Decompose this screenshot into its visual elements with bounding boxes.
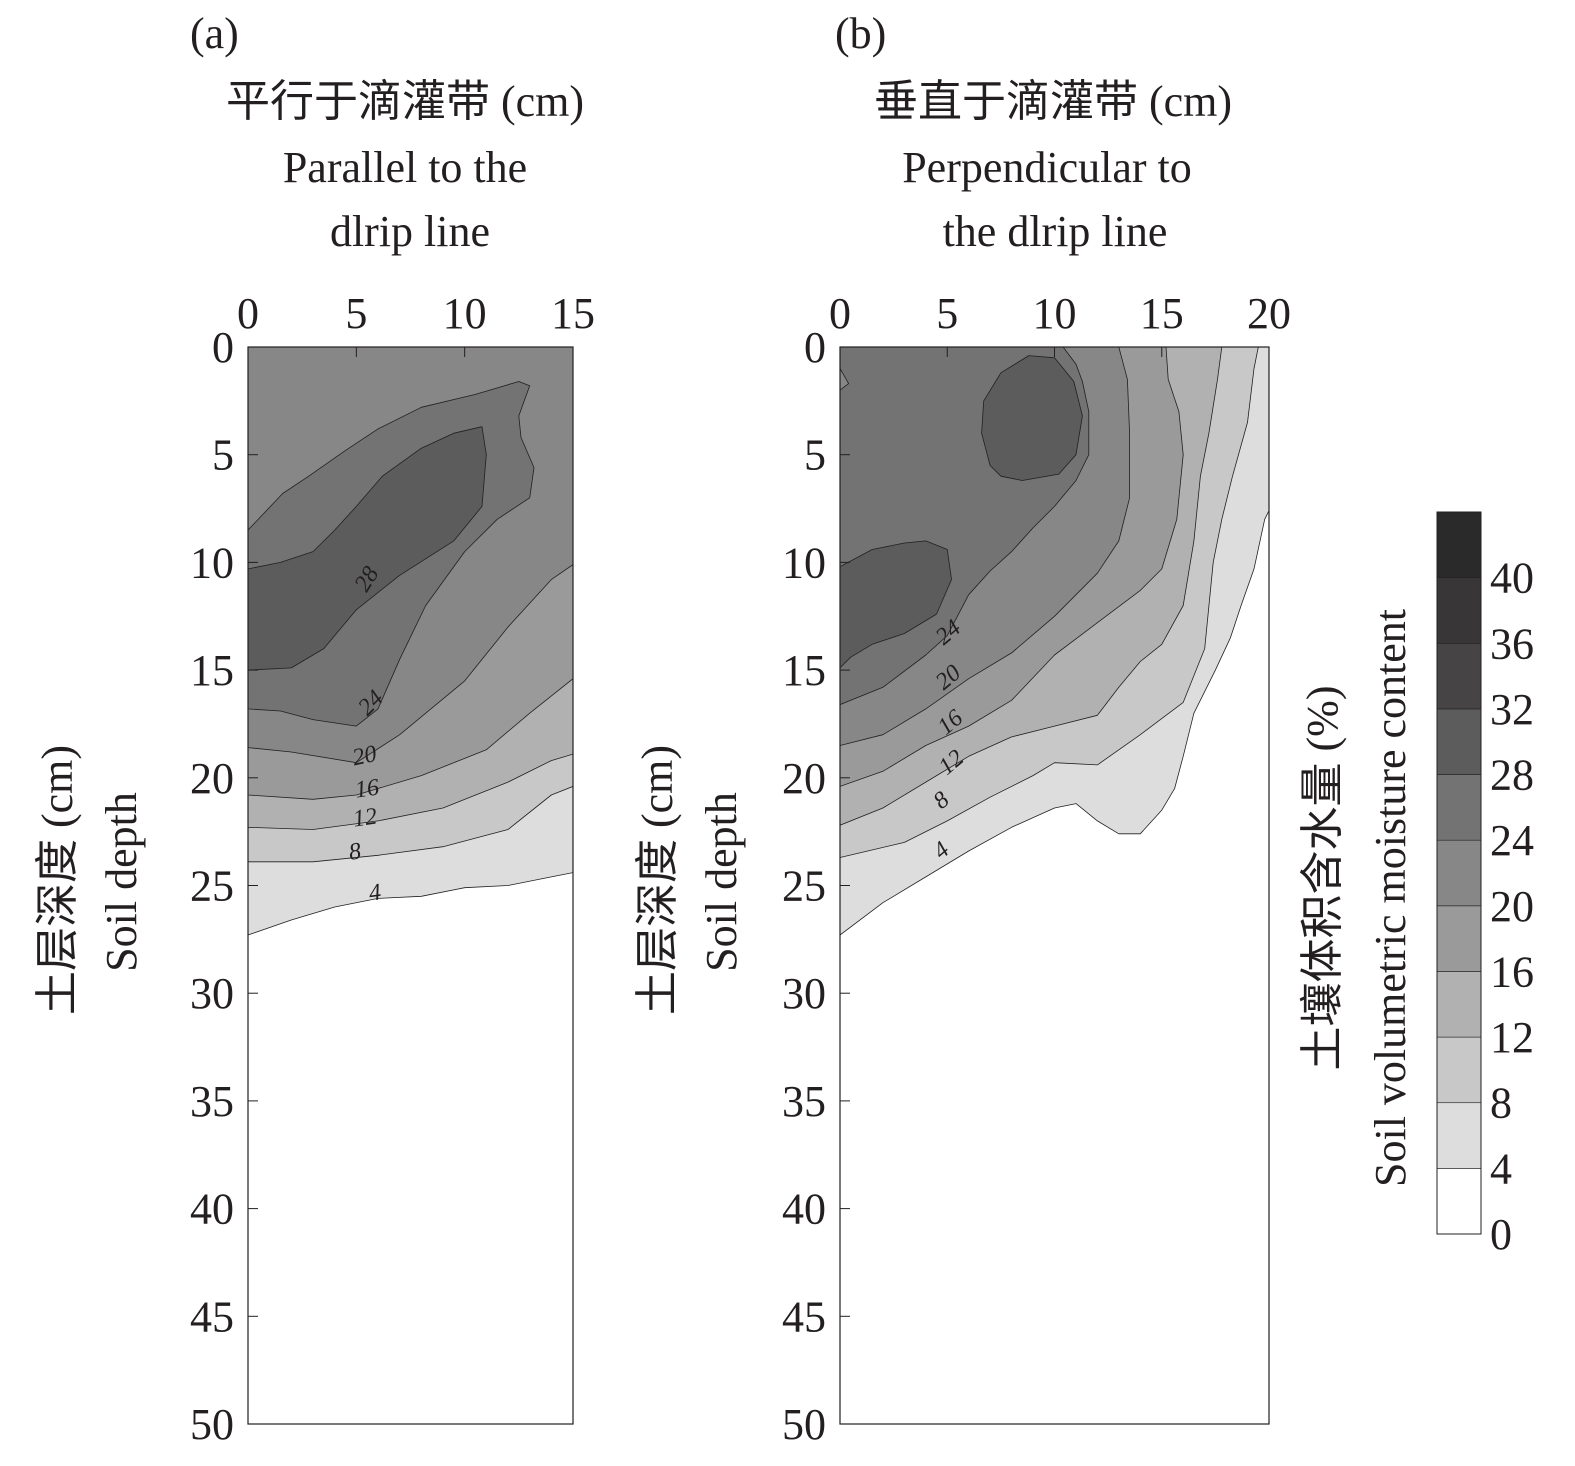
- y-tick-label-b-20: 20: [782, 754, 826, 803]
- colorbar-tick-label-24: 24: [1490, 816, 1534, 865]
- colorbar-swatches: [1436, 511, 1482, 1235]
- colorbar-label-en: Soil volumetric moisture content: [1366, 609, 1415, 1187]
- colorbar-label-cn: 土壤体积含水量 (%): [1298, 686, 1347, 1071]
- y-tick-label-b-10: 10: [782, 538, 826, 587]
- colorbar-swatch-32: [1436, 642, 1482, 710]
- y-tick-label-a-0: 0: [212, 323, 234, 372]
- colorbar-swatch-24: [1436, 774, 1482, 841]
- colorbar-ticks: 0 4 8 12 16 20 24 28 32 36 40: [1490, 554, 1534, 1259]
- colorbar-tick-label-16: 16: [1490, 947, 1534, 996]
- colorbar-swatch-12: [1436, 971, 1482, 1038]
- contour-label-a-8: 8: [347, 838, 363, 865]
- contour-region-b-28-7: [981, 355, 1083, 481]
- y-tick-label-a-25: 25: [190, 862, 234, 911]
- colorbar-tick-label-0: 0: [1490, 1210, 1512, 1259]
- contour-label-a-16: 16: [353, 775, 380, 804]
- colorbar-frame: [1436, 511, 1482, 1235]
- colorbar-tick-label-40: 40: [1490, 554, 1534, 603]
- panel-b-title-en-line2: the dlrip line: [943, 207, 1168, 256]
- panel-b-ylabel-en: Soil depth: [697, 792, 746, 972]
- contour-region-a-28-6: [248, 426, 487, 671]
- panel-a-plot-area: [248, 347, 573, 1424]
- colorbar-tick-label-20: 20: [1490, 882, 1534, 931]
- x-tick-label-a-10: 10: [443, 289, 487, 338]
- y-tick-label-a-35: 35: [190, 1077, 234, 1126]
- panel-b-title-cn: 垂直于滴灌带 (cm): [874, 77, 1232, 126]
- panel-a-label: (a): [190, 9, 239, 58]
- y-tick-label-b-40: 40: [782, 1185, 826, 1234]
- panel-b-label: (b): [835, 9, 886, 58]
- colorbar-swatch-20: [1436, 839, 1482, 907]
- x-tick-label-b-0: 0: [829, 289, 851, 338]
- colorbar-swatch-36: [1436, 577, 1482, 644]
- panel-b-ylabel-cn: 土层深度 (cm): [633, 745, 682, 1015]
- x-tick-label-b-10: 10: [1033, 289, 1077, 338]
- colorbar-swatch-8: [1436, 1036, 1482, 1104]
- y-tick-label-b-35: 35: [782, 1077, 826, 1126]
- panel-b-contour-fills: [840, 347, 1269, 1424]
- panel-a-ylabel-en: Soil depth: [97, 792, 146, 972]
- y-tick-label-b-25: 25: [782, 862, 826, 911]
- panel-a-title-en-line1: Parallel to the: [283, 143, 527, 192]
- colorbar-tick-label-28: 28: [1490, 751, 1534, 800]
- x-tick-label-b-20: 20: [1247, 289, 1291, 338]
- y-tick-label-a-40: 40: [190, 1185, 234, 1234]
- y-tick-label-b-50: 50: [782, 1400, 826, 1449]
- y-tick-label-b-5: 5: [804, 431, 826, 480]
- panel-a-title-cn: 平行于滴灌带 (cm): [226, 77, 584, 126]
- contour-region-b-28-6: [840, 540, 952, 669]
- x-tick-label-b-15: 15: [1140, 289, 1184, 338]
- panel-a-ylabel-cn: 土层深度 (cm): [33, 745, 82, 1015]
- panel-a-title-en-line2: dlrip line: [330, 207, 490, 256]
- panel-a: (a) 平行于滴灌带 (cm) Parallel to the dlrip li…: [33, 9, 595, 1449]
- y-tick-label-b-0: 0: [804, 323, 826, 372]
- y-tick-label-b-45: 45: [782, 1292, 826, 1341]
- colorbar-tick-label-12: 12: [1490, 1013, 1534, 1062]
- y-tick-label-a-30: 30: [190, 969, 234, 1018]
- panel-a-contour-fills: [248, 347, 573, 1424]
- contour-label-a-20: 20: [350, 741, 379, 771]
- panel-b-plot-area: [840, 347, 1269, 1424]
- panel-b-title-en-line1: Perpendicular to: [902, 143, 1192, 192]
- colorbar-swatch-0: [1436, 1168, 1482, 1235]
- x-tick-label-a-0: 0: [237, 289, 259, 338]
- x-tick-label-b-5: 5: [936, 289, 958, 338]
- colorbar-swatch-40: [1436, 511, 1482, 578]
- x-tick-label-a-15: 15: [551, 289, 595, 338]
- panel-a-axes: 0 5 10 15 0 5 10 15 20 25 30 35 40 45 50: [190, 289, 595, 1449]
- colorbar-tick-label-32: 32: [1490, 685, 1534, 734]
- x-tick-label-a-5: 5: [345, 289, 367, 338]
- y-tick-label-a-15: 15: [190, 646, 234, 695]
- y-tick-label-b-30: 30: [782, 969, 826, 1018]
- contour-label-a-12: 12: [351, 804, 378, 833]
- y-tick-label-b-15: 15: [782, 646, 826, 695]
- contour-label-a-4: 4: [367, 879, 383, 906]
- y-tick-label-a-10: 10: [190, 538, 234, 587]
- panel-b: (b) 垂直于滴灌带 (cm) Perpendicular to the dlr…: [633, 9, 1291, 1449]
- colorbar: 0 4 8 12 16 20 24 28 32 36 40 土壤体积含水量 (%) Soil vol…: [1298, 511, 1534, 1259]
- y-tick-label-a-20: 20: [190, 754, 234, 803]
- colorbar-tick-label-4: 4: [1490, 1144, 1512, 1193]
- y-tick-label-a-5: 5: [212, 431, 234, 480]
- colorbar-swatch-28: [1436, 708, 1482, 775]
- colorbar-tick-label-36: 36: [1490, 619, 1534, 668]
- y-tick-label-a-45: 45: [190, 1292, 234, 1341]
- colorbar-swatch-16: [1436, 905, 1482, 972]
- colorbar-swatch-4: [1436, 1102, 1482, 1169]
- y-tick-label-a-50: 50: [190, 1400, 234, 1449]
- panel-b-axes: 0 5 10 15 20 0 5 10 15 20 25 30 35 40 45 50: [782, 289, 1291, 1449]
- colorbar-tick-label-8: 8: [1490, 1079, 1512, 1128]
